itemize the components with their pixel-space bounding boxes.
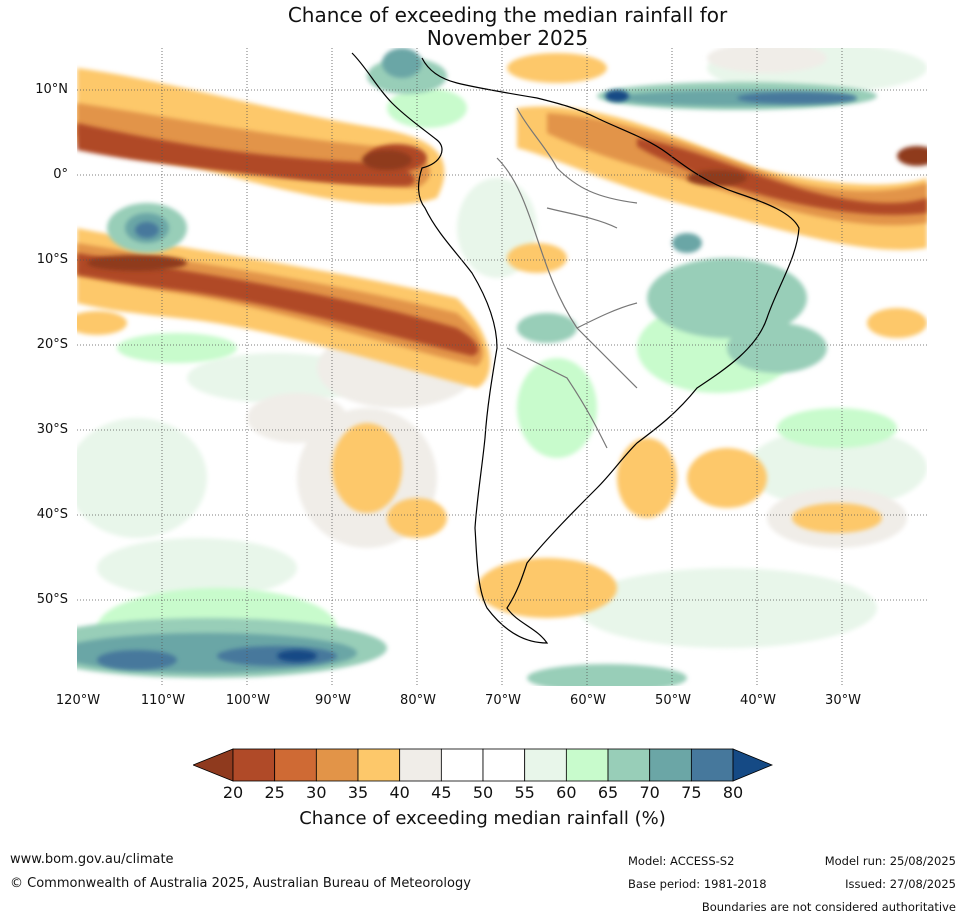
lon-label-50w: 50°W: [655, 693, 691, 708]
colorbar-segment: [440, 748, 484, 782]
graticule: [77, 48, 927, 686]
lat-label-10s: 10°S: [36, 252, 68, 267]
colorbar-tick-label: 55: [514, 783, 535, 802]
colorbar-tick-label: 65: [597, 783, 619, 802]
lon-label-60w: 60°W: [570, 693, 606, 708]
colorbar-segments: [191, 748, 774, 782]
lon-label-70w: 70°W: [485, 693, 521, 708]
title-line-1: Chance of exceeding the median rainfall …: [287, 3, 728, 27]
colorbar-tick-label: 80: [722, 783, 744, 802]
rainfall-map: [77, 48, 927, 686]
colorbar-segment: [565, 748, 609, 782]
lon-label-80w: 80°W: [400, 693, 436, 708]
model-run-text: Model run: 25/08/2025: [824, 854, 956, 868]
lon-label-110w: 110°W: [140, 693, 186, 708]
colorbar-arrow-high: [732, 748, 774, 782]
lon-label-40w: 40°W: [740, 693, 776, 708]
colorbar-segment: [399, 748, 442, 782]
colorbar-title: Chance of exceeding median rainfall (%): [299, 808, 666, 829]
lat-label-40s: 40°S: [36, 507, 68, 522]
colorbar-segment: [690, 748, 734, 782]
country-borders: [496, 107, 638, 449]
lat-label-0: 0°: [53, 167, 68, 182]
colorbar-segment: [357, 748, 401, 782]
colorbar-tick-label: 20: [222, 783, 244, 802]
colorbar-segment: [315, 748, 359, 782]
issued-text: Issued: 27/08/2025: [845, 877, 956, 891]
colorbar-segment: [274, 748, 317, 782]
model-text: Model: ACCESS-S2: [628, 854, 735, 868]
lon-label-120w: 120°W: [55, 693, 101, 708]
disclaimer-text: Boundaries are not considered authoritat…: [701, 900, 956, 914]
colorbar-arrow-low: [191, 748, 234, 782]
colorbar-segment: [482, 748, 526, 782]
lon-label-100w: 100°W: [225, 693, 271, 708]
lat-label-50s: 50°S: [36, 592, 68, 607]
copyright-text: © Commonwealth of Australia 2025, Austra…: [10, 876, 471, 891]
colorbar-tick-label: 45: [431, 783, 452, 802]
colorbar-segment: [607, 748, 651, 782]
coastline: [351, 52, 800, 644]
colorbar-tick-label: 40: [389, 783, 410, 802]
colorbar-segment: [524, 748, 567, 782]
website-link[interactable]: www.bom.gov.au/climate: [10, 852, 174, 867]
lat-label-10n: 10°N: [35, 82, 68, 97]
colorbar-tick-label: 30: [306, 783, 327, 802]
rainfall-map-svg: [77, 48, 927, 686]
colorbar-tick-label: 70: [639, 783, 660, 802]
base-period-text: Base period: 1981-2018: [628, 877, 767, 891]
title-line-2: November 2025: [426, 26, 589, 50]
lon-label-30w: 30°W: [825, 693, 861, 708]
lat-label-30s: 30°S: [36, 422, 68, 437]
colorbar-segment: [232, 748, 276, 782]
colorbar-segment: [649, 748, 692, 782]
darkest-blue-regions: [277, 90, 629, 662]
colorbar-tick-label: 75: [681, 783, 702, 802]
colorbar-svg: [191, 748, 774, 782]
lat-label-20s: 20°S: [36, 337, 68, 352]
colorbar-tick-label: 25: [264, 783, 285, 802]
colorbar-tick-label: 35: [347, 783, 369, 802]
colorbar-tick-label: 60: [556, 783, 577, 802]
map-title: Chance of exceeding the median rainfall …: [0, 4, 965, 50]
colorbar: [191, 748, 774, 782]
colorbar-tick-label: 50: [472, 783, 494, 802]
lon-label-90w: 90°W: [315, 693, 351, 708]
